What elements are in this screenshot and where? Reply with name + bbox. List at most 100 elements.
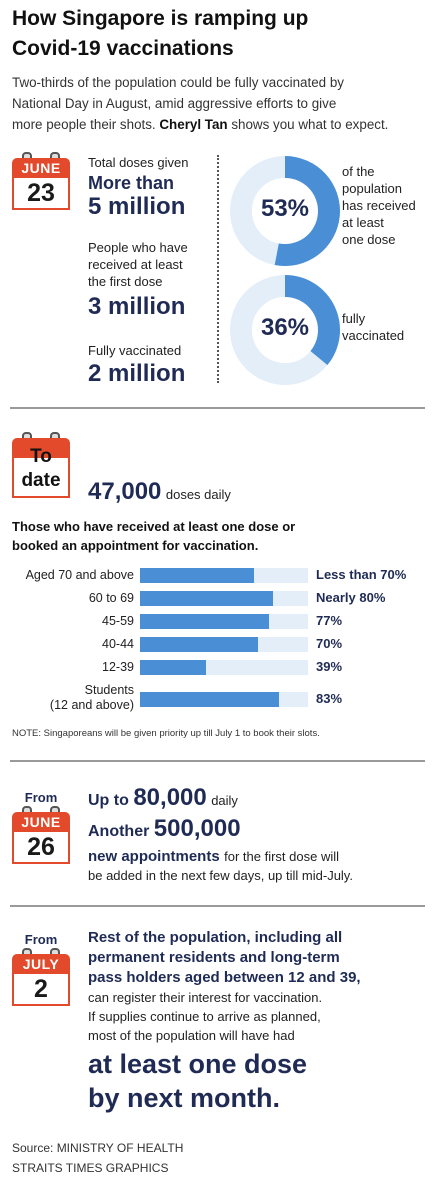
bar-category-label: 45-59 — [0, 614, 134, 629]
source-line-2: STRAITS TIMES GRAPHICS — [12, 1161, 169, 1175]
bar — [140, 568, 255, 583]
bar-category-label: Aged 70 and above — [0, 568, 134, 583]
caption-line: of the — [342, 164, 375, 179]
donut-one-dose-label: 53% — [260, 195, 310, 222]
section-divider — [10, 905, 425, 907]
from-label: From — [24, 790, 58, 805]
calendar-line-2: date — [21, 470, 61, 491]
appointments-bold: new appointments — [88, 848, 220, 865]
donut-hole — [252, 178, 318, 244]
source-credit: Source: MINISTRY OF HEALTH STRAITS TIMES… — [12, 1138, 183, 1178]
bar-category-label: 40-44 — [0, 637, 134, 652]
calendar-month: JULY — [12, 954, 70, 974]
caption-line: population — [342, 181, 402, 196]
fully-vaccinated-label: Fully vaccinated — [88, 343, 182, 358]
bar-category-label: 60 to 69 — [0, 591, 134, 606]
bar-value-label: 70% — [316, 636, 343, 651]
daily-doses: 47,000 doses daily — [88, 478, 231, 506]
bar-value-label: Nearly 80% — [316, 590, 386, 605]
donut-chart-one-dose — [230, 156, 340, 266]
intro-line-3-post: shows you what to expect. — [231, 117, 389, 132]
calendar-day: 23 — [12, 178, 70, 210]
bar-category-label-line: 12-39 — [102, 660, 134, 674]
from-label: From — [24, 932, 58, 947]
up-to-value: 80,000 — [133, 784, 207, 811]
bar-category-label-line: 45-59 — [102, 614, 134, 628]
bar-category-label-line: (12 and above) — [49, 698, 134, 712]
bar — [140, 591, 273, 606]
first-dose-label: People who have received at least the fi… — [88, 239, 188, 290]
daily-doses-label: doses daily — [165, 487, 231, 502]
appointments-line-2: be added in the next few days, up till m… — [88, 868, 353, 883]
fully-vaccinated-value: 2 million — [88, 360, 186, 387]
section-divider — [10, 407, 425, 409]
bar-value-label: 83% — [316, 691, 343, 706]
first-dose-value: 3 million — [88, 293, 186, 320]
up-to-suffix: daily — [211, 793, 238, 808]
total-doses-label: Total doses given — [88, 155, 189, 170]
rest-big-1: at least one dose — [88, 1049, 308, 1079]
caption-line: vaccinated — [342, 328, 405, 343]
donut-one-dose-caption: of the population has received at least … — [342, 163, 416, 248]
calendar-day: 26 — [12, 832, 70, 864]
first-dose-label-3: the first dose — [88, 274, 163, 289]
intro-line-1: Two-thirds of the population could be fu… — [12, 75, 344, 90]
bar — [140, 637, 258, 652]
source-line-1: Source: MINISTRY OF HEALTH — [12, 1141, 184, 1155]
rest-of-population-text: Rest of the population, including all pe… — [88, 928, 361, 1115]
caption-line: one dose — [342, 232, 396, 247]
calendar-icon: JUNE 26 — [12, 806, 70, 864]
rest-big-2: by next month. — [88, 1083, 281, 1113]
bar-category-label-line: Students — [84, 683, 134, 697]
calendar-body — [12, 458, 70, 498]
bar — [140, 660, 206, 675]
bar-category-label-line: 60 to 69 — [88, 591, 134, 605]
up-to-prefix: Up to — [88, 792, 129, 809]
appointments-text: new appointments for the first dose will… — [88, 847, 353, 885]
rest-bold-2: permanent residents and long-term — [88, 949, 340, 966]
chart-heading-line-1: Those who have received at least one dos… — [12, 519, 296, 534]
bar-chart: Aged 70 and above Less than 70% 60 to 69 Ne… — [0, 562, 435, 722]
bar-category-label-line: Aged 70 and above — [25, 568, 134, 582]
intro-text: Two-thirds of the population could be fu… — [12, 72, 427, 135]
section-divider — [10, 760, 425, 762]
bar-category-label: 12-39 — [0, 660, 134, 675]
intro-author: Cheryl Tan — [159, 117, 228, 132]
bar-category-label-line: 40-44 — [102, 637, 134, 651]
chart-heading: Those who have received at least one dos… — [12, 517, 295, 555]
calendar-icon: JUNE 23 — [12, 152, 70, 210]
calendar-line-1: To — [30, 446, 52, 467]
calendar-header — [12, 438, 70, 458]
bar — [140, 614, 270, 629]
page-title: How Singapore is ramping up Covid-19 vac… — [12, 4, 427, 64]
bar-value-label: 39% — [316, 659, 343, 674]
rest-bold-1: Rest of the population, including all — [88, 929, 343, 946]
first-dose-label-2: received at least — [88, 257, 183, 272]
intro-line-2: National Day in August, amid aggressive … — [12, 96, 337, 111]
note-text: NOTE: Singaporeans will be given priorit… — [12, 728, 320, 739]
donut-chart-fully-vaccinated — [230, 275, 341, 385]
donut-fully-vaccinated-label: 36% — [260, 314, 310, 341]
rest-bold-3: pass holders aged between 12 and 39, — [88, 969, 361, 986]
caption-line: has received — [342, 198, 416, 213]
another-value: 500,000 — [153, 815, 241, 842]
bar-value-label: 77% — [316, 613, 343, 628]
first-dose-label-1: People who have — [88, 240, 188, 255]
chart-heading-line-2: booked an appointment for vaccination. — [12, 538, 259, 553]
dotted-divider — [217, 155, 219, 383]
bar — [140, 692, 280, 707]
appointments-rest: for the first dose will — [224, 849, 340, 864]
another-prefix: Another — [88, 823, 150, 840]
calendar-month: JUNE — [12, 812, 70, 832]
caption-line: at least — [342, 215, 384, 230]
up-to-line: Up to 80,000 daily — [88, 784, 238, 812]
bar-value-label: Less than 70% — [316, 567, 407, 582]
rest-line-4: can register their interest for vaccinat… — [88, 990, 323, 1005]
calendar-day: 2 — [12, 974, 70, 1006]
daily-doses-value: 47,000 — [88, 478, 162, 505]
calendar-month: JUNE — [12, 158, 70, 178]
title-line-2: Covid-19 vaccinations — [12, 37, 234, 60]
title-line-1: How Singapore is ramping up — [12, 7, 309, 30]
donut-fully-vaccinated-caption: fully vaccinated — [342, 310, 404, 344]
intro-line-3-pre: more people their shots. — [12, 117, 156, 132]
